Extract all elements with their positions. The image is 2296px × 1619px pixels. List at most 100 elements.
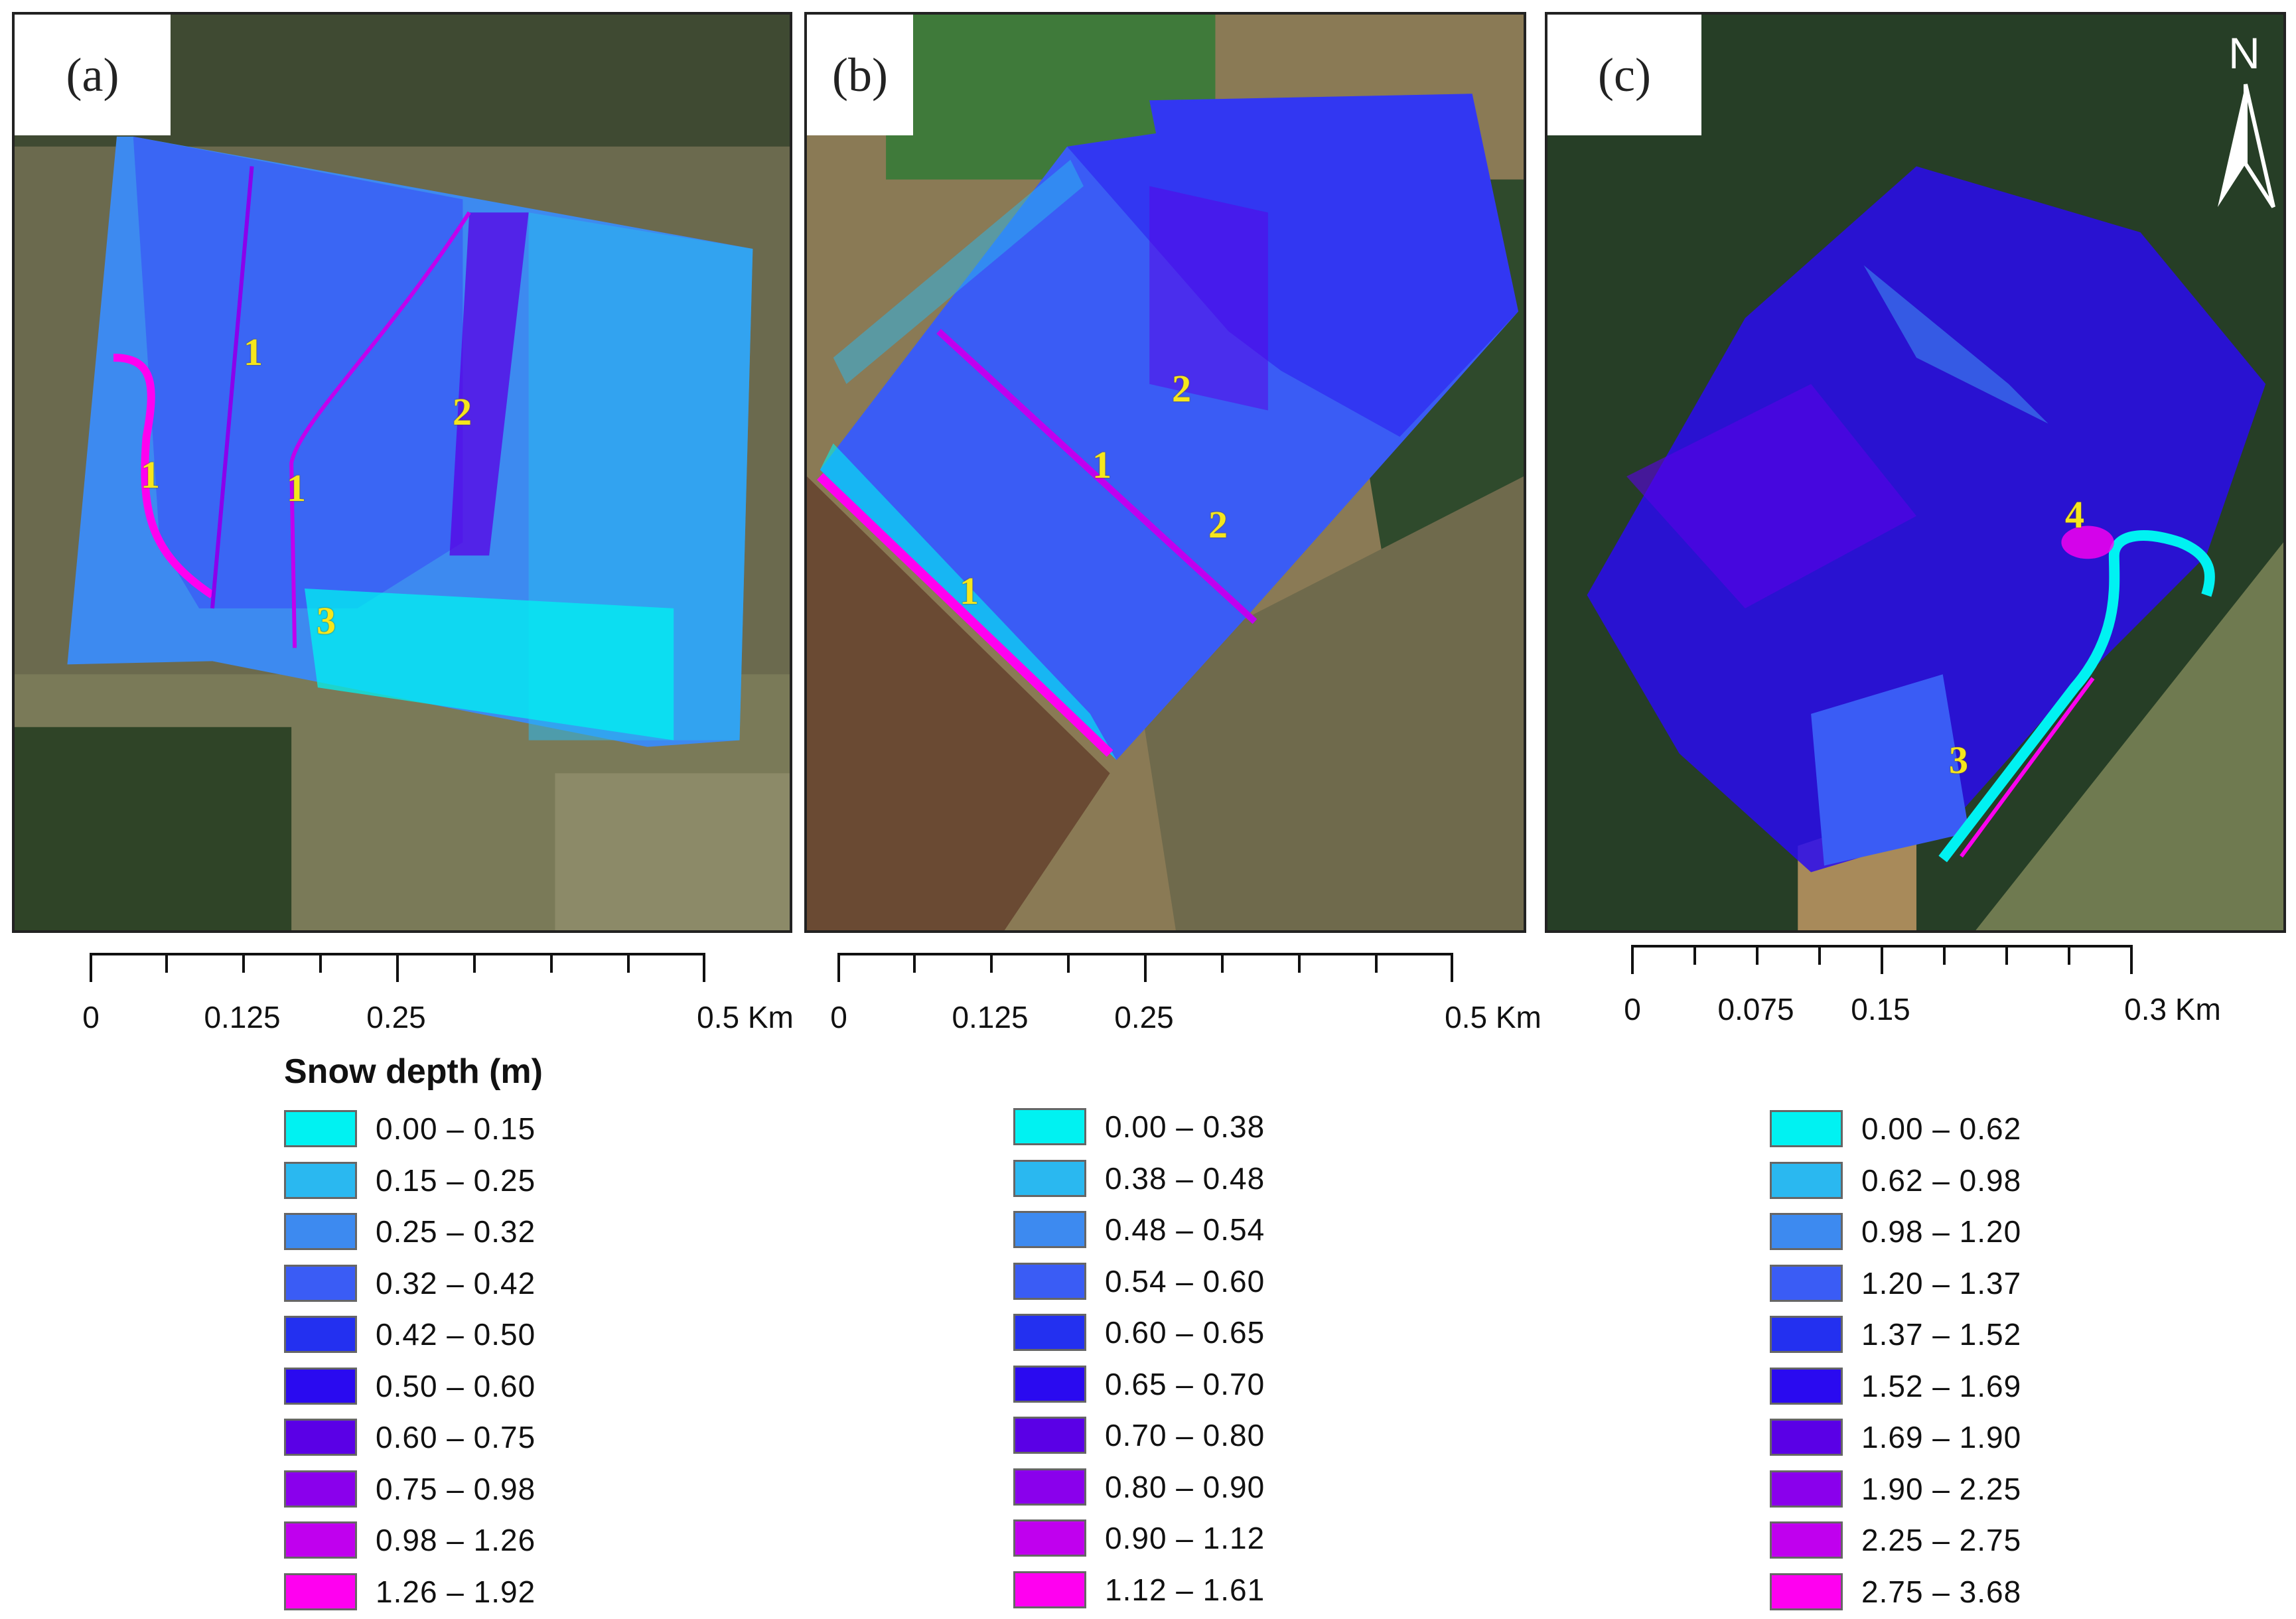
- legend-item: 0.60 – 0.65: [1013, 1312, 1265, 1353]
- legend-swatch: [1013, 1519, 1086, 1557]
- legend-label: 1.20 – 1.37: [1861, 1265, 2022, 1301]
- panel-a-label: (a): [66, 48, 119, 102]
- panel-a-label-box: (a): [15, 15, 171, 135]
- legend-label: 0.32 – 0.42: [376, 1265, 536, 1301]
- panel-a-imagery: [15, 15, 790, 930]
- legend-item: 0.15 – 0.25: [284, 1160, 536, 1201]
- legend-swatch: [1770, 1161, 1843, 1199]
- legend-item: 1.90 – 2.25: [1770, 1468, 2021, 1510]
- legend-swatch: [284, 1161, 357, 1199]
- legend-swatch: [1770, 1573, 1843, 1610]
- legend-item: 1.69 – 1.90: [1770, 1417, 2021, 1458]
- annotation-b-2: 1: [1092, 443, 1112, 486]
- legend-label: 0.62 – 0.98: [1861, 1162, 2022, 1198]
- legend-label: 0.98 – 1.20: [1861, 1214, 2022, 1249]
- annotation-a-3: 1: [287, 466, 306, 510]
- legend-item: 0.32 – 0.42: [284, 1263, 536, 1304]
- scale-c-label-2: 0.15: [1851, 992, 1910, 1026]
- north-arrow-label: N: [2228, 29, 2260, 78]
- legend-item: 1.12 – 1.61: [1013, 1569, 1265, 1610]
- legend-item: 0.70 – 0.80: [1013, 1415, 1265, 1456]
- legend-item: 0.54 – 0.60: [1013, 1261, 1265, 1302]
- legend-swatch: [1013, 1211, 1086, 1248]
- legend-swatch: [284, 1213, 357, 1250]
- legend-swatch: [284, 1521, 357, 1559]
- legend-label: 0.48 – 0.54: [1105, 1212, 1265, 1247]
- north-arrow: N: [2204, 28, 2283, 220]
- annotation-a-1: 1: [244, 330, 263, 374]
- legend-item: 1.26 – 1.92: [284, 1571, 536, 1612]
- legend-label: 2.75 – 3.68: [1861, 1574, 2022, 1609]
- legend-label: 0.54 – 0.60: [1105, 1263, 1265, 1299]
- legend-item: 0.48 – 0.54: [1013, 1209, 1265, 1250]
- panel-c-label-box: (c): [1547, 15, 1701, 135]
- legend-label: 0.50 – 0.60: [376, 1368, 536, 1403]
- scale-c-label-3: 0.3 Km: [2124, 992, 2221, 1026]
- legend-label: 0.80 – 0.90: [1105, 1469, 1265, 1504]
- legend-label: 1.37 – 1.52: [1861, 1317, 2022, 1352]
- legend-item: 1.37 – 1.52: [1770, 1314, 2021, 1355]
- legend-item: 0.00 – 0.38: [1013, 1106, 1265, 1147]
- legend-swatch: [1770, 1367, 1843, 1405]
- panel-b-label: (b): [832, 48, 888, 102]
- panel-b-imagery: [807, 15, 1524, 930]
- legend-swatch: [284, 1470, 357, 1508]
- annotation-a-5: 3: [317, 599, 336, 642]
- legend-label: 1.52 – 1.69: [1861, 1368, 2022, 1403]
- legend-swatch: [1013, 1365, 1086, 1403]
- legend-label: 0.60 – 0.75: [376, 1420, 536, 1454]
- annotation-b-1: 2: [1172, 367, 1191, 410]
- legend-label: 0.38 – 0.48: [1105, 1161, 1265, 1196]
- legend-swatch: [1013, 1262, 1086, 1300]
- legend-label: 0.65 – 0.70: [1105, 1366, 1265, 1401]
- legend-swatch: [1013, 1108, 1086, 1145]
- panel-b-label-box: (b): [807, 15, 913, 135]
- scale-b-label-0: 0: [830, 1000, 847, 1034]
- panel-b-map: (b) 2 1 2 1: [804, 12, 1526, 933]
- annotation-a-4: 2: [453, 390, 472, 433]
- scale-c-label-1: 0.075: [1717, 992, 1794, 1026]
- legend-title: Snow depth (m): [284, 1052, 543, 1091]
- legend-swatch: [1770, 1470, 1843, 1508]
- legend-swatch: [284, 1419, 357, 1456]
- legend-item: 0.42 – 0.50: [284, 1314, 536, 1355]
- panel-c-map: (c) 4 3 N: [1545, 12, 2286, 933]
- scale-c-label-0: 0: [1624, 992, 1641, 1026]
- legend-swatch: [1013, 1417, 1086, 1454]
- annotation-a-2: 1: [141, 453, 160, 496]
- legend-item: 1.20 – 1.37: [1770, 1263, 2021, 1304]
- legend-item: 2.25 – 2.75: [1770, 1519, 2021, 1561]
- legend-swatch: [284, 1264, 357, 1302]
- scale-a-label-3: 0.5 Km: [697, 1000, 794, 1034]
- legend-label: 0.15 – 0.25: [376, 1162, 536, 1198]
- legend-label: 0.00 – 0.38: [1105, 1109, 1265, 1144]
- legend-item: 0.25 – 0.32: [284, 1211, 536, 1252]
- scale-a-label-1: 0.125: [204, 1000, 281, 1034]
- legend-item: 0.98 – 1.20: [1770, 1211, 2021, 1252]
- legend-label: 2.25 – 2.75: [1861, 1523, 2022, 1557]
- legend-item: 0.90 – 1.12: [1013, 1517, 1265, 1559]
- legend-swatch: [1013, 1314, 1086, 1351]
- legend-item: 0.00 – 0.62: [1770, 1108, 2021, 1149]
- legend-item: 1.52 – 1.69: [1770, 1366, 2021, 1407]
- annotation-b-3: 2: [1208, 503, 1228, 546]
- legend-item: 0.98 – 1.26: [284, 1519, 536, 1561]
- legend-label: 1.12 – 1.61: [1105, 1572, 1265, 1607]
- legend-item: 0.75 – 0.98: [284, 1468, 536, 1510]
- annotation-b-4: 1: [960, 569, 979, 612]
- legend-swatch: [284, 1367, 357, 1405]
- legend-item: 0.00 – 0.15: [284, 1108, 536, 1149]
- panel-a-map: (a) 1 1 1 2 3: [12, 12, 792, 933]
- legend-swatch: [1770, 1316, 1843, 1353]
- legend-label: 0.98 – 1.26: [376, 1523, 536, 1557]
- panel-c-label: (c): [1598, 48, 1651, 102]
- north-arrow-icon: [2218, 84, 2275, 208]
- legend-label: 0.00 – 0.62: [1861, 1111, 2022, 1146]
- legend-label: 0.70 – 0.80: [1105, 1418, 1265, 1452]
- legend-swatch: [1770, 1213, 1843, 1250]
- legend-item: 0.65 – 0.70: [1013, 1364, 1265, 1405]
- legend-item: 0.60 – 0.75: [284, 1417, 536, 1458]
- legend-swatch: [1013, 1468, 1086, 1506]
- legend-item: 0.38 – 0.48: [1013, 1158, 1265, 1199]
- scale-b-label-3: 0.5 Km: [1445, 1000, 1542, 1034]
